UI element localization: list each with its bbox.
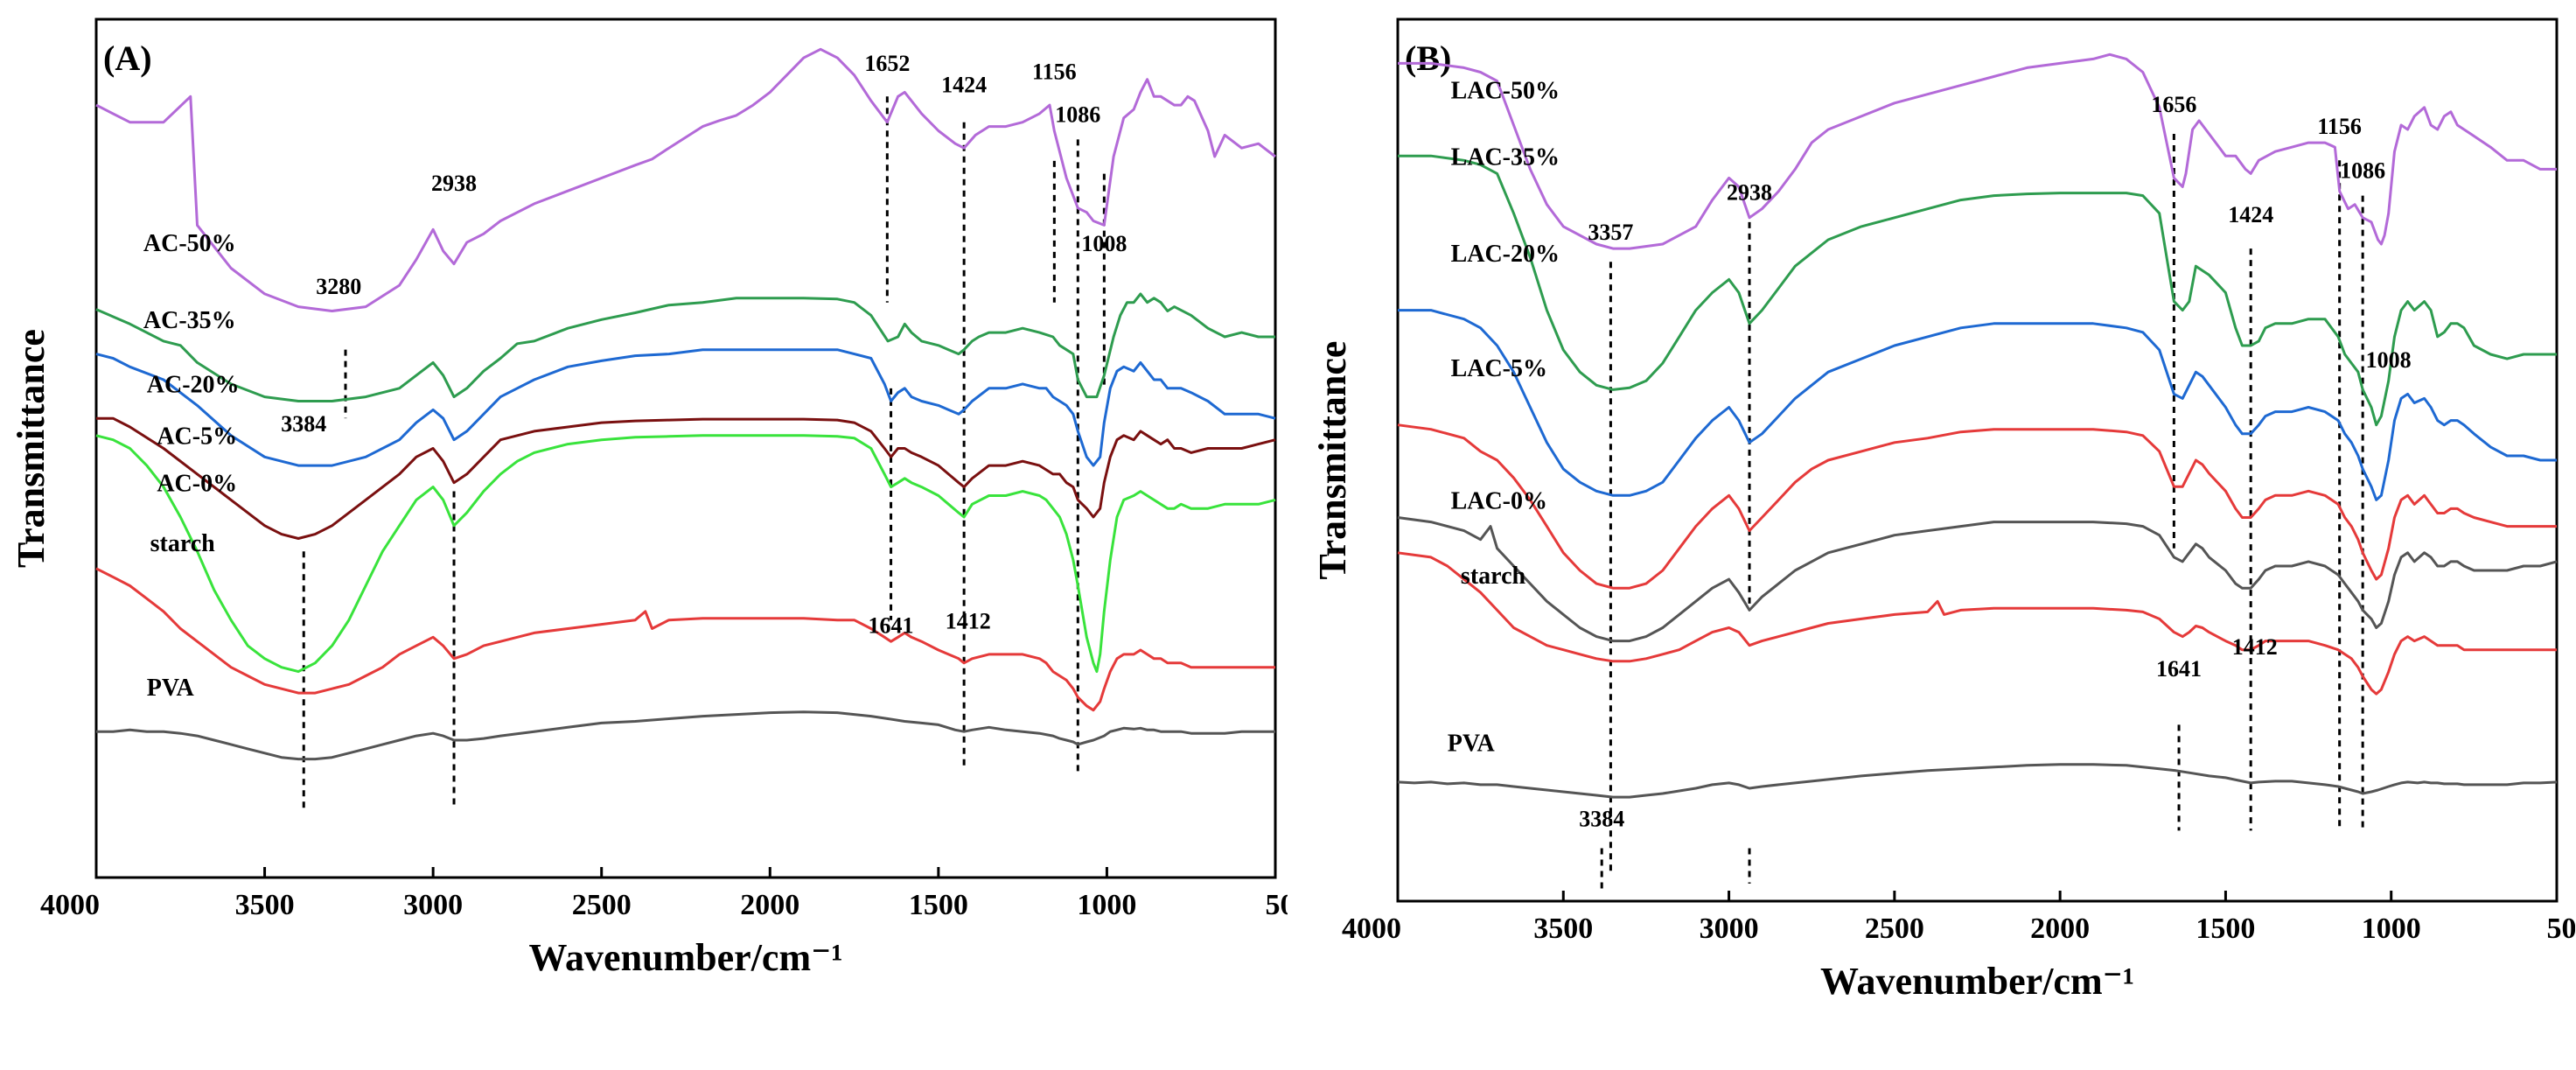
spectrum-line-ac-35- — [95, 292, 1275, 402]
spectrum-line-starch — [95, 567, 1275, 712]
x-tick-label: 4000 — [40, 889, 100, 921]
x-tick-label: 500 — [1266, 889, 1288, 921]
chart-a-svg: (A) 4000 3500 3000 2500 2000 1500 1000 500 Wavenu… — [10, 17, 1288, 979]
series-label: PVA — [147, 675, 195, 702]
series-label: LAC-35% — [1451, 143, 1560, 171]
peak-label: 1412 — [946, 609, 991, 634]
chart-panel-b: (B) 4000 3500 3000 2500 2000 1500 1000 500 Wavenu… — [1288, 0, 2575, 1070]
peak-label: 1086 — [1055, 102, 1100, 128]
chart-panel-a: (A) 4000 3500 3000 2500 2000 1500 1000 500 Wavenu… — [10, 17, 1288, 979]
x-tick-label: 3500 — [1533, 913, 1593, 945]
peak-label: 1424 — [2228, 202, 2273, 227]
x-tick-label: 1500 — [2196, 913, 2255, 945]
peak-label: 3357 — [1588, 220, 1633, 245]
y-axis-title: Transmittance — [10, 329, 52, 568]
x-tick-label: 500 — [2547, 913, 2576, 945]
x-tick-label: 2000 — [2030, 913, 2090, 945]
peak-label: 3384 — [1579, 806, 1624, 831]
x-tick-label: 4000 — [1342, 913, 1401, 945]
x-tick-label: 3000 — [403, 889, 463, 921]
spectrum-line-lac-50- — [1398, 52, 2557, 250]
series-label: AC-5% — [157, 423, 237, 451]
y-axis-title: Transmittance — [1311, 341, 1354, 580]
peak-label: 1008 — [2366, 347, 2412, 373]
panel-label: (B) — [1405, 38, 1451, 78]
spectrum-line-pva — [1397, 763, 2558, 799]
series-label: PVA — [1448, 731, 1496, 758]
series-label: starch — [150, 530, 216, 557]
x-tick-label: 2500 — [572, 889, 632, 921]
peak-label: 1086 — [2340, 157, 2385, 183]
peak-label: 1641 — [2156, 656, 2202, 682]
x-tick-label: 3500 — [235, 889, 295, 921]
peak-label: 1156 — [1032, 59, 1077, 85]
series-label: starch — [1461, 563, 1526, 590]
x-tick-label: 2500 — [1865, 913, 1924, 945]
spectrum-line-starch — [1397, 551, 2557, 696]
peak-label: 1652 — [864, 51, 910, 76]
x-tick-label: 1000 — [2362, 913, 2421, 945]
series-label: AC-50% — [143, 230, 236, 257]
panel-label: (A) — [103, 38, 152, 78]
peak-label: 1424 — [941, 72, 987, 97]
peak-label: 1008 — [1081, 231, 1127, 256]
peak-label: 2938 — [431, 171, 477, 196]
peak-label: 2938 — [1727, 180, 1772, 206]
spectrum-line-lac-0- — [1397, 516, 2558, 643]
spectrum-line-lac-35- — [1398, 154, 2557, 427]
series-label: LAC-0% — [1451, 487, 1547, 514]
x-axis-title: Wavenumber/cm⁻¹ — [1820, 960, 2134, 1003]
x-tick-label: 3000 — [1700, 913, 1759, 945]
series-label: AC-35% — [143, 307, 236, 334]
series-label: LAC-5% — [1451, 355, 1547, 382]
x-tick-label: 2000 — [740, 889, 799, 921]
series-label: LAC-50% — [1451, 78, 1560, 105]
plot-area-frame — [94, 17, 1277, 879]
spectrum-line-ac-20- — [95, 348, 1276, 467]
peak-label: 3280 — [316, 274, 361, 299]
spectrum-line-lac-5- — [1397, 423, 2557, 590]
peak-label: 3384 — [281, 411, 326, 437]
series-label: AC-0% — [157, 471, 237, 498]
spectrum-line-ac-50- — [95, 47, 1276, 312]
spectrum-line-lac-20- — [1398, 309, 2557, 501]
peak-label: 1656 — [2151, 92, 2196, 117]
spectrum-line-pva — [96, 710, 1275, 761]
peak-label: 1641 — [869, 612, 914, 638]
series-label: LAC-20% — [1451, 241, 1560, 268]
peak-label: 1156 — [2317, 114, 2362, 139]
x-tick-label: 1000 — [1077, 889, 1136, 921]
chart-b-svg: (B) 4000 3500 3000 2500 2000 1500 1000 500 Wavenu… — [1311, 17, 2576, 1003]
spectrum-line-ac-0- — [95, 434, 1276, 674]
series-label: AC-20% — [147, 372, 240, 399]
spectrum-line-ac-5- — [96, 416, 1276, 540]
x-axis-title: Wavenumber/cm⁻¹ — [528, 936, 842, 979]
x-tick-label: 1500 — [909, 889, 968, 921]
peak-label: 1412 — [2232, 634, 2278, 660]
